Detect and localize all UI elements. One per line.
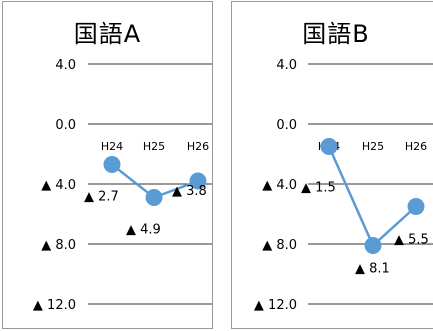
- data-point: [189, 172, 207, 190]
- data-label: ▲ 5.5: [394, 233, 429, 248]
- chart-plot-kokugo-a: 4.0 0.0 ▲ 4.0 ▲ 8.0 ▲ 12.0 H24 H25 H26 ▲ 2.7 ▲ 4.…: [33, 58, 212, 313]
- x-tick-label: H26: [187, 140, 209, 153]
- x-tick-label: H25: [362, 140, 384, 153]
- y-tick-label: 0.0: [55, 118, 76, 133]
- chart-title: 国語A: [73, 20, 142, 48]
- series-line: [327, 145, 417, 248]
- chart-title: 国語B: [302, 20, 370, 48]
- y-tick-label: ▲ 12.0: [33, 298, 76, 313]
- y-tick-label: ▲ 8.0: [41, 238, 76, 253]
- data-point: [145, 189, 163, 206]
- data-label: ▲ 4.9: [126, 223, 161, 238]
- x-tick-label: H24: [101, 140, 123, 153]
- x-tick-label: H26: [405, 140, 427, 153]
- y-tick-label: ▲ 8.0: [262, 238, 297, 253]
- y-tick-label: 0.0: [276, 118, 297, 133]
- chart-panel-kokugo-a: 国語A 4.0 0.0 ▲ 4.0 ▲ 8.0 ▲ 12.0 H24 H25 H26 ▲ 2.7…: [2, 1, 213, 329]
- data-point: [364, 237, 382, 254]
- data-label: ▲ 8.1: [355, 262, 390, 277]
- data-point: [407, 198, 425, 215]
- y-tick-label: ▲ 12.0: [254, 298, 297, 313]
- data-label: ▲ 3.8: [172, 184, 207, 199]
- y-tick-label: 4.0: [276, 58, 297, 73]
- x-tick-label: H25: [143, 140, 165, 153]
- y-tick-label: ▲ 4.0: [41, 178, 76, 193]
- data-point: [320, 138, 338, 155]
- data-point: [103, 156, 121, 173]
- y-tick-label: ▲ 4.0: [262, 178, 297, 193]
- data-label: ▲ 1.5: [301, 181, 336, 196]
- data-label: ▲ 2.7: [84, 190, 119, 205]
- y-tick-label: 4.0: [55, 58, 76, 73]
